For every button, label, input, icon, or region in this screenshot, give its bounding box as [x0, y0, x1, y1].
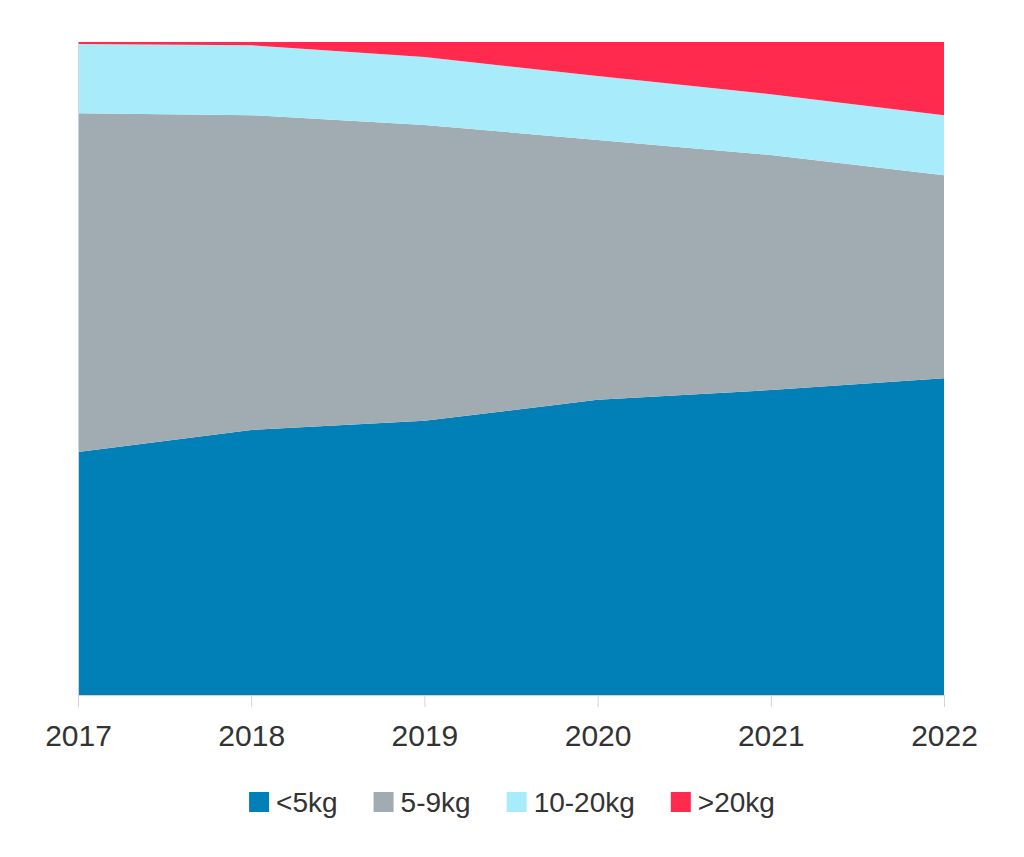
axis-line [79, 696, 945, 708]
legend-swatch [374, 792, 394, 812]
legend-item: 10-20kg [507, 787, 635, 818]
tick: 2017 [45, 695, 112, 752]
tick: 2021 [738, 695, 805, 752]
legend-swatch [507, 792, 527, 812]
legend-item: >20kg [671, 787, 775, 818]
legend-label: 5-9kg [401, 787, 471, 818]
legend-item: 5-9kg [374, 787, 471, 818]
tick-label: 2017 [45, 719, 112, 752]
legend-label: >20kg [698, 787, 775, 818]
tick-mark [78, 695, 79, 707]
tick-label: 2018 [218, 719, 285, 752]
legend: <5kg 5-9kg 10-20kg >20kg [249, 787, 775, 818]
y-axis [78, 43, 79, 696]
legend-item: <5kg [249, 787, 338, 818]
tick-mark [251, 695, 252, 707]
tick: 2020 [565, 695, 632, 752]
area [78, 113, 944, 452]
tick-label: 2019 [392, 719, 459, 752]
tick: 2018 [218, 695, 285, 752]
area [78, 42, 944, 115]
tick-mark [771, 695, 772, 707]
legend-swatch [671, 792, 691, 812]
tick-label: 2021 [738, 719, 805, 752]
tick-mark [944, 695, 945, 707]
legend-label: 10-20kg [534, 787, 635, 818]
axis-line [78, 43, 79, 696]
legend-swatch [249, 792, 269, 812]
tick-label: 2022 [911, 719, 978, 752]
areas [78, 42, 944, 695]
x-axis: 2017 2018 2019 2020 2021 2022 [45, 695, 978, 752]
tick-mark [598, 695, 599, 707]
tick-label: 2020 [565, 719, 632, 752]
legend-label: <5kg [276, 787, 338, 818]
tick: 2019 [392, 695, 459, 752]
chart: 2017 2018 2019 2020 2021 2022 <5kg 5-9kg 10-20kg… [0, 0, 1024, 857]
tick: 2022 [911, 695, 978, 752]
tick-mark [424, 695, 425, 707]
